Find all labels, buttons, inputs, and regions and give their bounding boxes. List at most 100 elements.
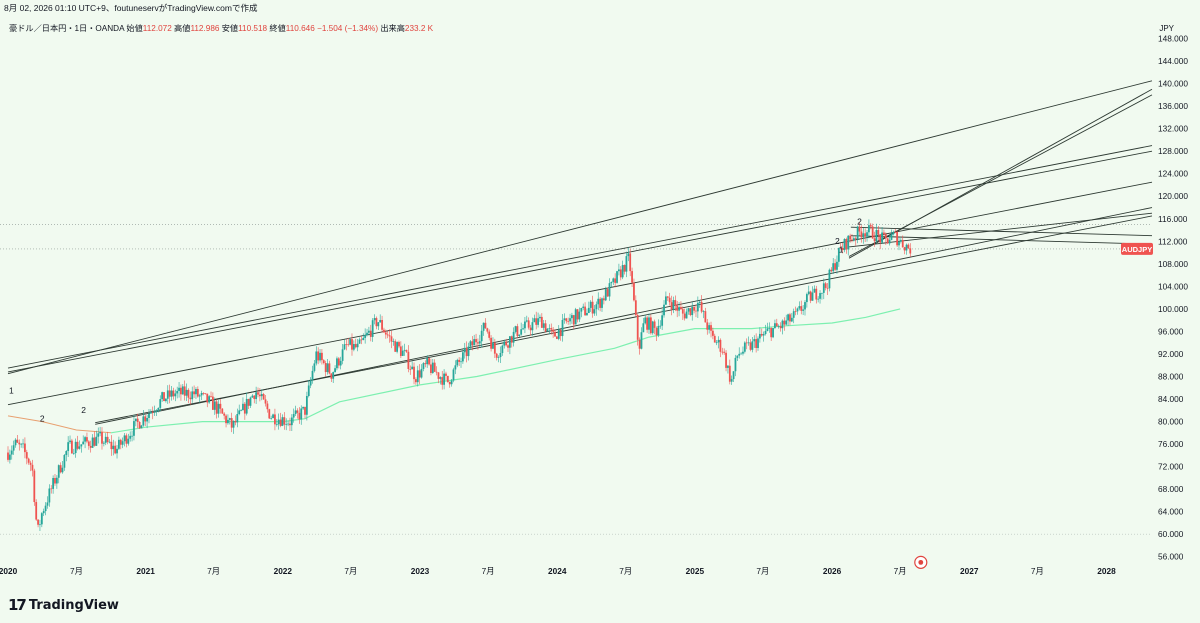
candle-body — [86, 437, 88, 442]
candle-body — [757, 338, 759, 348]
candle-body — [467, 346, 470, 357]
candle-body — [54, 478, 56, 484]
candle-body — [420, 368, 423, 378]
candle-body — [48, 488, 51, 503]
y-tick-label: 132.000 — [1158, 124, 1188, 134]
candle-body — [845, 239, 848, 250]
candle-body — [375, 318, 378, 327]
candle-body — [283, 417, 286, 425]
candle-body — [892, 231, 895, 235]
y-tick-label: 108.000 — [1158, 259, 1188, 269]
chart-area[interactable]: 148.000 144.000 140.000 136.000 132.000 128.0… — [0, 16, 1200, 588]
candle-body — [187, 389, 190, 398]
candle-body — [516, 326, 519, 336]
candle-body — [619, 269, 622, 278]
candle-body — [525, 320, 528, 322]
open-label: 始値 — [126, 24, 143, 33]
candle-body — [475, 339, 477, 343]
candle-body — [396, 342, 399, 352]
candle-body — [567, 321, 570, 322]
candle-body — [531, 322, 534, 331]
candle-body — [584, 306, 586, 316]
candle-body — [507, 345, 509, 348]
candle-body — [469, 341, 472, 347]
candle-body — [123, 435, 126, 442]
candle-body — [379, 319, 382, 323]
candle-body — [796, 308, 799, 312]
candle-body — [809, 291, 812, 301]
candle-body — [210, 396, 212, 397]
candle-body — [482, 322, 485, 331]
y-tick-label: 92.000 — [1158, 349, 1184, 359]
candle-body — [430, 364, 432, 373]
candle-body — [642, 323, 645, 333]
symbol-legend: 豪ドル／日本円・1日・OANDA 始値112.072 高値112.986 安値1… — [9, 22, 433, 34]
candle-body — [869, 225, 872, 227]
candle-body — [789, 314, 791, 322]
candle-body — [777, 326, 780, 327]
candle-body — [700, 301, 703, 312]
candle-body — [909, 248, 912, 254]
candle-body — [856, 226, 859, 240]
candle-body — [354, 344, 357, 348]
candle-body — [217, 403, 220, 414]
candle-body — [29, 462, 32, 465]
tradingview-logo[interactable]: 17 TradingView — [8, 596, 119, 614]
candle-body — [704, 311, 707, 323]
trend-line — [95, 215, 1153, 424]
candle-body — [634, 300, 637, 315]
candle-body — [734, 357, 737, 372]
candle-body — [302, 406, 305, 409]
candle-body — [144, 416, 147, 422]
candle-body — [163, 392, 165, 402]
candle-body — [279, 419, 282, 426]
candle-body — [272, 414, 274, 419]
candle-body — [721, 351, 724, 353]
candle-body — [849, 235, 852, 240]
candle-body — [830, 269, 833, 272]
candle-body — [433, 362, 436, 372]
candle-body — [155, 410, 158, 412]
candle-body — [383, 329, 385, 333]
candle-body — [550, 328, 553, 330]
candle-body — [465, 347, 468, 357]
wave-label: 1 — [839, 245, 844, 255]
candle-body — [148, 413, 150, 418]
candle-body — [695, 310, 697, 312]
candle-body — [317, 351, 320, 361]
candle-body — [116, 448, 118, 454]
candle-body — [12, 445, 15, 451]
candle-body — [540, 316, 543, 328]
candle-body — [587, 307, 590, 313]
candle-body — [300, 408, 303, 420]
candle-body — [461, 352, 464, 362]
candle-body — [213, 401, 216, 410]
candle-body — [546, 328, 549, 332]
candle-body — [636, 314, 639, 340]
wave-label: 2 — [81, 405, 86, 415]
candle-body — [384, 332, 387, 335]
candle-body — [877, 229, 880, 235]
symbol-name[interactable]: 豪ドル／日本円・1日・OANDA — [9, 24, 125, 33]
y-tick-label: 56.000 — [1158, 552, 1184, 562]
candle-body — [593, 309, 596, 314]
candle-body — [811, 292, 814, 301]
candle-body — [807, 291, 810, 295]
price-chart[interactable]: 148.000 144.000 140.000 136.000 132.000 128.0… — [0, 16, 1200, 588]
candle-body — [742, 351, 744, 354]
candle-body — [715, 342, 718, 344]
candle-body — [292, 414, 295, 418]
candle-body — [33, 470, 36, 503]
candle-body — [738, 353, 741, 356]
candle-body — [862, 233, 865, 238]
candle-body — [670, 302, 673, 310]
wave-label: 2 — [857, 216, 862, 226]
candle-body — [633, 282, 635, 301]
candle-body — [10, 450, 13, 455]
candle-body — [294, 410, 297, 415]
candle-body — [104, 436, 107, 443]
high-label: 高値 — [174, 24, 191, 33]
candle-body — [133, 421, 135, 436]
candle-body — [602, 298, 605, 301]
candle-body — [463, 347, 466, 353]
